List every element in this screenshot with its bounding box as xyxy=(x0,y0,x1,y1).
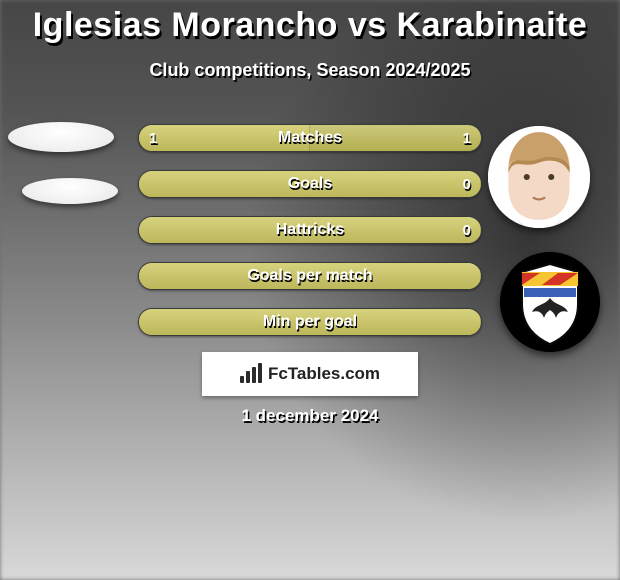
stat-label: Matches xyxy=(139,125,481,151)
stat-label: Min per goal xyxy=(139,309,481,335)
brand-badge: FcTables.com xyxy=(202,352,418,396)
stat-label: Goals xyxy=(139,171,481,197)
player-face-icon xyxy=(488,126,590,228)
left-player-placeholder xyxy=(8,122,114,152)
brand-text: FcTables.com xyxy=(268,364,380,384)
right-club-badge xyxy=(500,252,600,352)
infographic-root: Iglesias Morancho vs Karabinaite Club co… xyxy=(0,0,620,580)
right-player-avatar xyxy=(488,126,590,228)
stat-row-min-per-goal: Min per goal xyxy=(138,308,482,336)
stat-row-matches: 1 Matches 1 xyxy=(138,124,482,152)
brand-bars-icon xyxy=(240,365,262,383)
stat-row-goals-per-match: Goals per match xyxy=(138,262,482,290)
stat-right-value: 0 xyxy=(463,171,471,197)
page-date: 1 december 2024 xyxy=(0,406,620,426)
left-club-placeholder xyxy=(22,178,118,204)
club-crest-icon xyxy=(500,252,600,352)
stat-right-value: 1 xyxy=(463,125,471,151)
stat-row-goals: Goals 0 xyxy=(138,170,482,198)
stat-label: Hattricks xyxy=(139,217,481,243)
stat-right-value: 0 xyxy=(463,217,471,243)
stat-row-hattricks: Hattricks 0 xyxy=(138,216,482,244)
stat-label: Goals per match xyxy=(139,263,481,289)
stat-bars: 1 Matches 1 Goals 0 Hattricks 0 Goals pe… xyxy=(138,124,482,354)
page-title: Iglesias Morancho vs Karabinaite xyxy=(0,6,620,45)
page-subtitle: Club competitions, Season 2024/2025 xyxy=(0,60,620,81)
